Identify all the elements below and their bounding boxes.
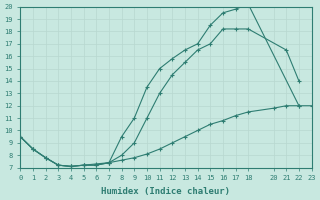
X-axis label: Humidex (Indice chaleur): Humidex (Indice chaleur) [101,187,230,196]
